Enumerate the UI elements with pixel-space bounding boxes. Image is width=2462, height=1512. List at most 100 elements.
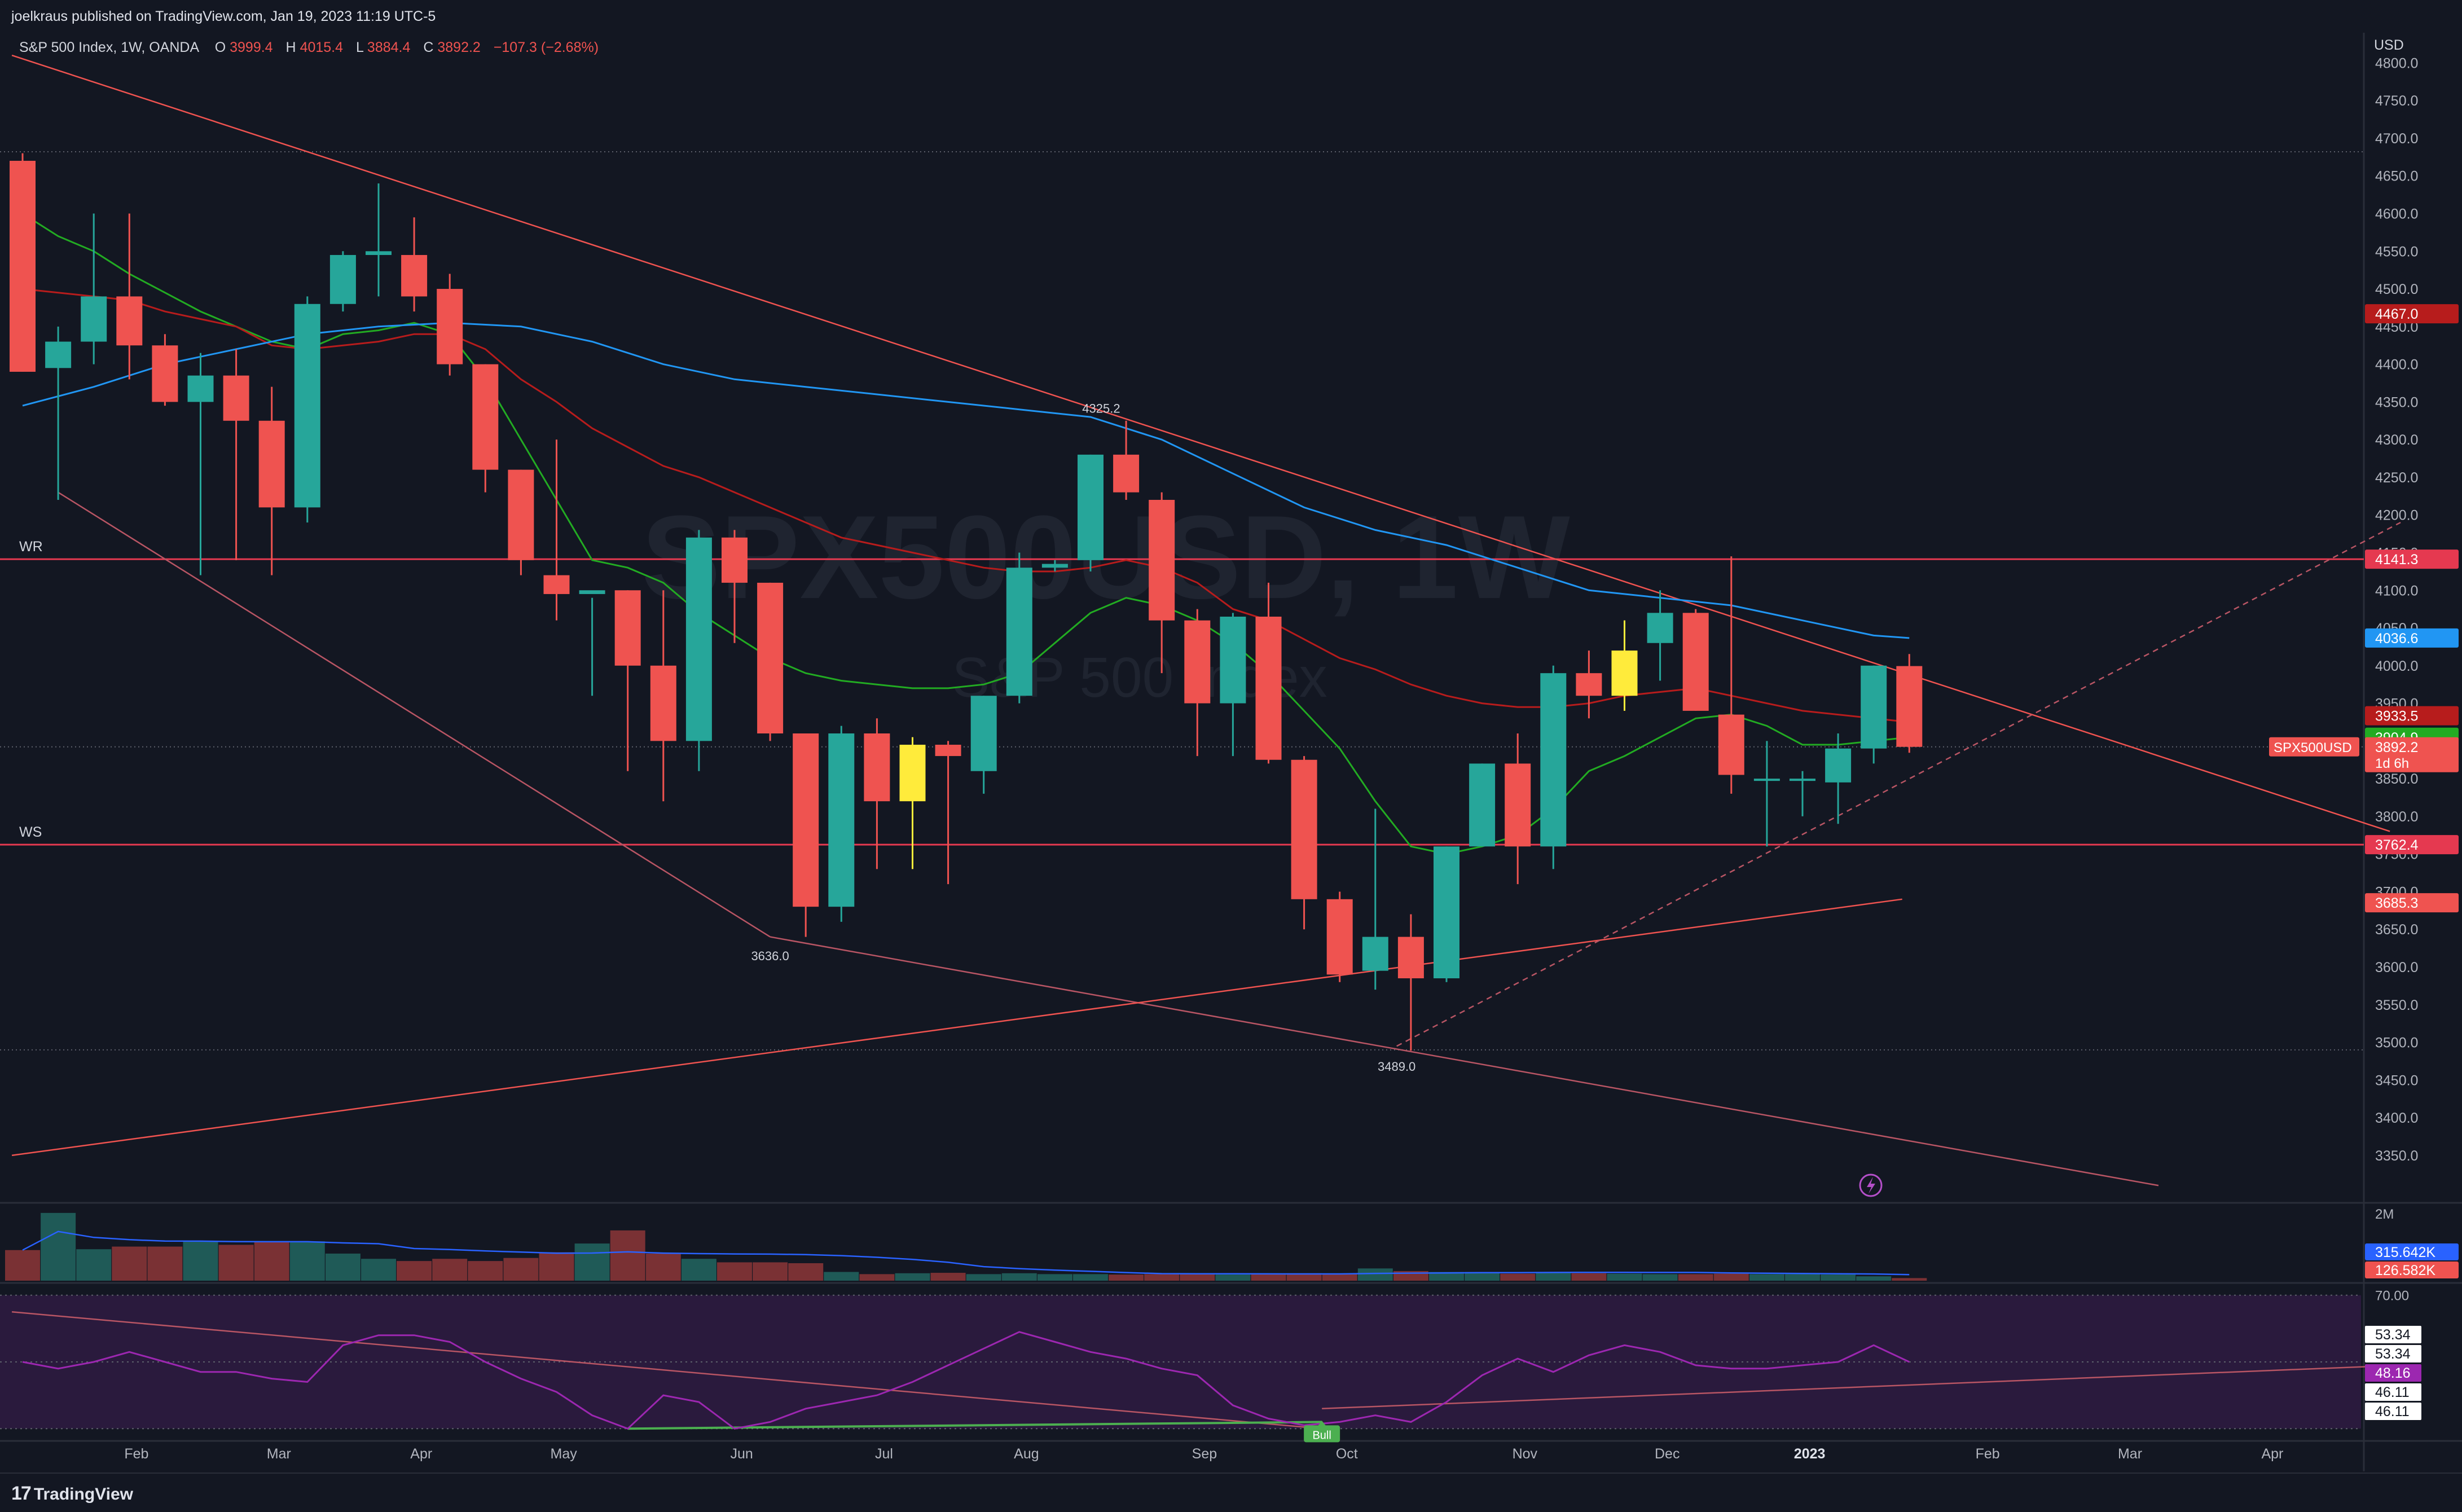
volume-bar[interactable] [218,1245,254,1281]
alert-lightning-icon[interactable] [1859,1173,1883,1197]
volume-bar[interactable] [1073,1274,1108,1281]
candle[interactable] [401,217,428,312]
candle[interactable] [187,353,214,575]
volume-bar[interactable] [1678,1274,1713,1281]
volume-bar[interactable] [1251,1273,1286,1281]
candle[interactable] [10,153,36,372]
candle[interactable] [223,349,249,560]
volume-bar[interactable] [1856,1276,1892,1281]
volume-pane[interactable]: 2M 315.642K 126.582K [5,1207,2459,1281]
candle[interactable] [472,364,499,493]
candle[interactable] [1078,454,1103,572]
rsi-value-badge[interactable] [2365,1345,2421,1362]
volume-bar[interactable] [1429,1272,1464,1281]
volume-badge[interactable] [2365,1262,2459,1278]
volume-bar[interactable] [1180,1273,1215,1281]
candle[interactable] [1540,665,1567,869]
volume-bar[interactable] [1144,1274,1180,1281]
trendlines[interactable]: WR WS [0,54,2401,1186]
trendline[interactable] [58,491,771,938]
candle[interactable] [508,469,534,575]
volume-bar[interactable] [574,1243,610,1281]
candle[interactable] [1505,733,1531,885]
candle[interactable] [1041,560,1068,572]
volume-bar[interactable] [254,1242,289,1281]
candle[interactable] [1326,891,1353,982]
volume-bar[interactable] [289,1241,325,1281]
volume-bar[interactable] [539,1252,574,1281]
rsi-value-badge[interactable] [2365,1326,2421,1343]
volume-bar[interactable] [1642,1274,1678,1281]
volume-bar[interactable] [1607,1273,1642,1281]
volume-badge[interactable] [2365,1243,2459,1260]
candle[interactable] [1896,654,1923,753]
volume-bar[interactable] [397,1261,432,1281]
volume-bar[interactable] [503,1258,539,1281]
candle[interactable] [329,251,356,312]
candles[interactable] [10,153,1923,1051]
candle[interactable] [935,741,961,885]
tradingview-logo[interactable]: 17 TradingView [11,1483,133,1505]
candle[interactable] [1255,582,1282,764]
price-badge[interactable] [2365,706,2459,726]
volume-bar[interactable] [1536,1272,1571,1281]
volume-bar[interactable] [76,1249,112,1281]
candle[interactable] [1362,808,1388,990]
volume-bar[interactable] [361,1259,396,1281]
candle[interactable] [1149,492,1175,674]
rsi-value-badge[interactable] [2365,1403,2421,1420]
candle[interactable] [614,590,641,771]
candle[interactable] [45,326,72,500]
candle[interactable] [1682,609,1709,711]
candle[interactable] [864,718,890,869]
candle[interactable] [1718,556,1744,794]
candle[interactable] [116,213,143,380]
candle[interactable] [1113,420,1140,500]
price-badge[interactable] [2365,550,2459,569]
candle[interactable] [294,296,320,523]
volume-bar[interactable] [930,1273,966,1281]
candle[interactable] [1790,771,1815,816]
volume-bar[interactable] [895,1273,930,1281]
candle[interactable] [757,582,784,741]
volume-bar[interactable] [788,1263,824,1281]
volume-bar[interactable] [325,1253,360,1281]
volume-bar[interactable] [1892,1278,1927,1281]
trendline[interactable] [11,54,2390,832]
candle[interactable] [258,386,285,575]
volume-bar[interactable] [1037,1274,1072,1281]
price-badge[interactable] [2365,304,2459,324]
volume-bar[interactable] [468,1261,503,1281]
volume-bar[interactable] [681,1259,716,1281]
candle[interactable] [722,530,748,643]
rsi-value-badge[interactable] [2365,1364,2421,1382]
candle[interactable] [1647,590,1673,681]
symbol-tag[interactable] [2269,737,2359,757]
candle[interactable] [793,733,819,937]
volume-bar[interactable] [1286,1273,1322,1281]
trendline[interactable] [11,898,1902,1157]
volume-bar[interactable] [112,1246,147,1281]
candle[interactable] [579,590,605,696]
price-axis[interactable]: 3350.0 3400.0 3450.0 3500.0 3550.0 3600.0 3650… [2269,55,2459,1164]
volume-bar[interactable] [859,1274,895,1281]
candle[interactable] [685,530,712,771]
rsi-trendline[interactable] [11,1311,1322,1430]
time-axis[interactable]: Feb Mar Apr May Jun Jul Aug Sep Oct Nov Dec 2023 Feb… [124,1446,2283,1462]
candle[interactable] [650,590,676,802]
volume-bar[interactable] [1500,1273,1536,1281]
volume-bar[interactable] [610,1230,645,1281]
candle[interactable] [81,213,107,364]
volume-bar[interactable] [966,1274,1001,1281]
trendline[interactable] [770,936,2159,1186]
volume-bar[interactable] [1215,1274,1251,1281]
volume-bar[interactable] [41,1212,76,1281]
volume-bar[interactable] [1109,1274,1144,1281]
candle[interactable] [152,334,178,406]
rsi-pane[interactable]: Bull 70.00 53.34 53.34 48.16 46.11 46.11 [0,1289,2421,1443]
volume-bar[interactable] [717,1262,752,1281]
price-badge[interactable] [2365,737,2459,772]
volume-bar[interactable] [645,1253,681,1281]
price-badge[interactable] [2365,628,2459,648]
